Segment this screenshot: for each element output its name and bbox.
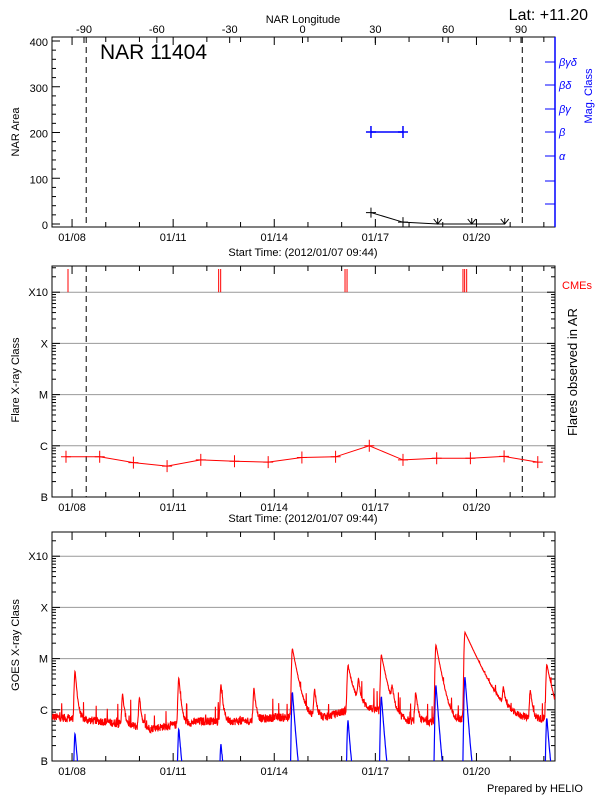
longitude-tick-label: 60 (442, 24, 454, 36)
mag-class-tick-label: βγ (558, 104, 572, 116)
panel3-x-tick-label: 01/11 (160, 766, 187, 778)
flare-point-marker (94, 450, 105, 463)
longitude-tick-label: 90 (515, 24, 527, 36)
panel1-y-tick-label: 400 (30, 37, 48, 49)
mag-class-tick-label: β (558, 127, 566, 139)
longitude-tick-label: -30 (222, 24, 238, 36)
longitude-tick-label: -90 (76, 24, 92, 36)
panel1-x-tick-label: 01/14 (260, 232, 288, 244)
panel1-x-tick-label: 01/11 (160, 232, 187, 244)
panel2-y-tick-label: C (40, 441, 48, 453)
top-axis-title: NAR Longitude (266, 14, 341, 26)
mag-class-point-marker (397, 126, 408, 138)
flare-point-marker (60, 450, 71, 463)
longitude-tick-label: -60 (149, 24, 165, 36)
flare-point-marker (465, 452, 476, 465)
panel2-x-tick-label: 01/17 (362, 502, 390, 514)
panel3-y-tick-label: C (40, 705, 48, 717)
cme-label: CMEs (562, 280, 592, 292)
flare-point-marker (263, 456, 274, 469)
mag-class-tick-label: α (559, 151, 566, 163)
panel3-x-tick-label: 01/14 (260, 766, 288, 778)
region-title: NAR 11404 (100, 41, 207, 64)
panel3-y-title: GOES X-ray Class (10, 599, 22, 691)
panel2-y-tick-label: B (41, 492, 48, 504)
panel2-x-title: Start Time: (2012/01/07 09:44) (228, 513, 377, 525)
latitude-label: Lat: +11.20 (509, 7, 588, 24)
panel1-y-tick-label: 200 (30, 129, 48, 141)
panel1-y-tick-label: 300 (30, 83, 48, 95)
area-upper-limit-marker (433, 218, 443, 225)
panel2-x-tick-label: 01/11 (160, 502, 187, 514)
goes-series-group (52, 630, 555, 761)
flare-point-marker (499, 450, 510, 463)
panel3-x-tick-label: 01/08 (58, 766, 86, 778)
flare-point-marker (195, 453, 206, 466)
panel2-x-tick-label: 01/20 (463, 502, 491, 514)
panel3-x-tick-label: 01/20 (463, 766, 491, 778)
flare-point-marker (162, 460, 173, 473)
area-point-marker (397, 217, 408, 228)
panel2-y-tick-label: X (41, 338, 49, 350)
panel3-plot-frame (51, 531, 556, 762)
longitude-tick-label: 0 (299, 24, 305, 36)
flare-point-marker (364, 439, 375, 452)
mag-class-point-marker (365, 126, 376, 138)
flare-point-marker (397, 453, 408, 466)
flare-point-marker (296, 451, 307, 464)
panel1-y-tick-label: 100 (30, 174, 48, 186)
panel1-y-tick-label: 0 (42, 220, 48, 232)
longitude-tick-label: 30 (369, 24, 381, 36)
panel2-y-tick-label: X10 (28, 287, 48, 299)
panel3-y-tick-label: B (41, 756, 48, 768)
panel1-x-title: Start Time: (2012/01/07 09:44) (228, 247, 377, 259)
panel2-x-tick-label: 01/08 (58, 502, 86, 514)
panel3-x-tick-label: 01/17 (362, 766, 390, 778)
goes-short-channel-line (73, 677, 552, 761)
footer-credit: Prepared by HELIO (487, 783, 583, 795)
panel3-y-tick-label: X10 (28, 551, 48, 563)
panel1-x-tick-label: 01/20 (463, 232, 491, 244)
flare-point-marker (229, 455, 240, 468)
flare-point-marker (128, 456, 139, 469)
area-upper-limit-marker (467, 218, 477, 225)
panel2-right-title: Flares observed in AR (565, 308, 580, 436)
panel1-right-title: Mag. Class (583, 68, 595, 124)
panel2-x-tick-label: 01/14 (260, 502, 288, 514)
panel2-plot-frame (51, 265, 556, 498)
mag-class-tick-label: βδ (558, 80, 572, 92)
panel3-y-tick-label: M (39, 654, 48, 666)
panel2-y-tick-label: M (39, 390, 48, 402)
area-upper-limit-marker (500, 218, 510, 225)
goes-long-channel-line (52, 630, 555, 734)
flare-point-marker (431, 452, 442, 465)
mag-class-tick-label: βγδ (558, 57, 578, 69)
panel1-x-tick-label: 01/17 (362, 232, 390, 244)
panel1-plot-frame (51, 36, 556, 228)
panel3-y-tick-label: X (41, 602, 49, 614)
panel1-x-tick-label: 01/08 (58, 232, 86, 244)
flare-point-marker (532, 456, 543, 469)
flare-point-marker (330, 450, 341, 463)
area-point-marker (365, 207, 376, 218)
panel2-y-title: Flare X-ray Class (10, 337, 22, 422)
panel1-y-title: NAR Area (10, 107, 22, 157)
